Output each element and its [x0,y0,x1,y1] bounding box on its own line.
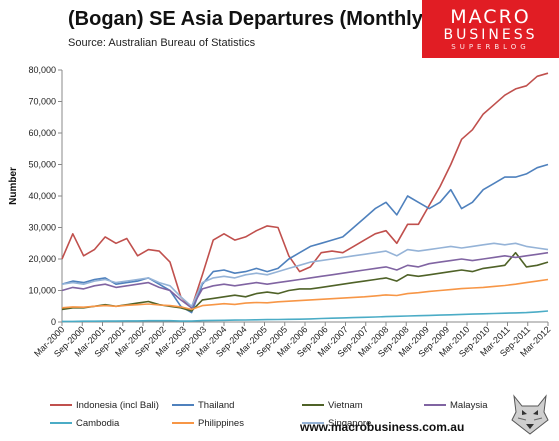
legend-item: Philippines [172,418,244,429]
series-layer [61,72,549,323]
series-cambodia [62,310,549,323]
legend: Indonesia (incl Bali) Thailand Vietnam Mala… [50,400,488,429]
legend-label: Indonesia (incl Bali) [76,400,159,411]
legend-label: Singapore [328,418,371,429]
chart-source: Source: Australian Bureau of Statistics [68,37,256,49]
legend-item: Singapore [302,418,371,429]
series-indonesia-incl-bali [61,72,549,309]
y-tick-label: 50,000 [28,160,56,170]
series-line [61,242,549,308]
y-tick-label: 30,000 [28,223,56,233]
series-malaysia [61,251,549,309]
series-singapore [61,242,549,308]
legend-item: Vietnam [302,400,363,411]
series-philippines [61,278,549,311]
series-line [61,251,549,312]
wolf-logo-icon [511,394,549,435]
legend-item: Cambodia [50,418,120,429]
y-tick-label: 60,000 [28,128,56,138]
y-axis-label: Number [8,167,19,205]
legend-label: Cambodia [76,418,120,429]
logo-line-1: MACRO [450,6,531,28]
logo-line-2: BUSINESS [443,27,538,43]
macrobusiness-logo: MACRO BUSINESS SUPERBLOG [422,0,559,58]
series-thailand [61,163,549,314]
series-line [61,251,549,309]
x-axis-ticks: Mar-2000Sep-2000Mar-2001Sep-2001Mar-2002… [32,322,552,359]
y-tick-label: 70,000 [28,97,56,107]
series-line [61,163,549,314]
series-line [61,278,549,311]
legend-label: Philippines [198,418,244,429]
y-axis-ticks: 0 10,000 20,000 30,000 40,000 50,000 60,000 70,… [28,65,62,327]
legend-item: Indonesia (incl Bali) [50,400,159,411]
chart-title: (Bogan) SE Asia Departures (Monthly) [68,8,430,30]
legend-label: Vietnam [328,400,363,411]
y-tick-label: 0 [51,317,56,327]
legend-label: Thailand [198,400,234,411]
series-vietnam [61,251,549,312]
y-tick-label: 80,000 [28,65,56,75]
logo-line-3: SUPERBLOG [451,43,530,51]
y-tick-label: 20,000 [28,254,56,264]
legend-label: Malaysia [450,400,488,411]
y-tick-label: 10,000 [28,286,56,296]
legend-item: Malaysia [424,400,488,411]
series-line [61,72,549,309]
y-tick-label: 40,000 [28,191,56,201]
legend-item: Thailand [172,400,234,411]
series-line [62,310,549,323]
footer-url: www.macrobusiness.com.au [300,420,465,434]
